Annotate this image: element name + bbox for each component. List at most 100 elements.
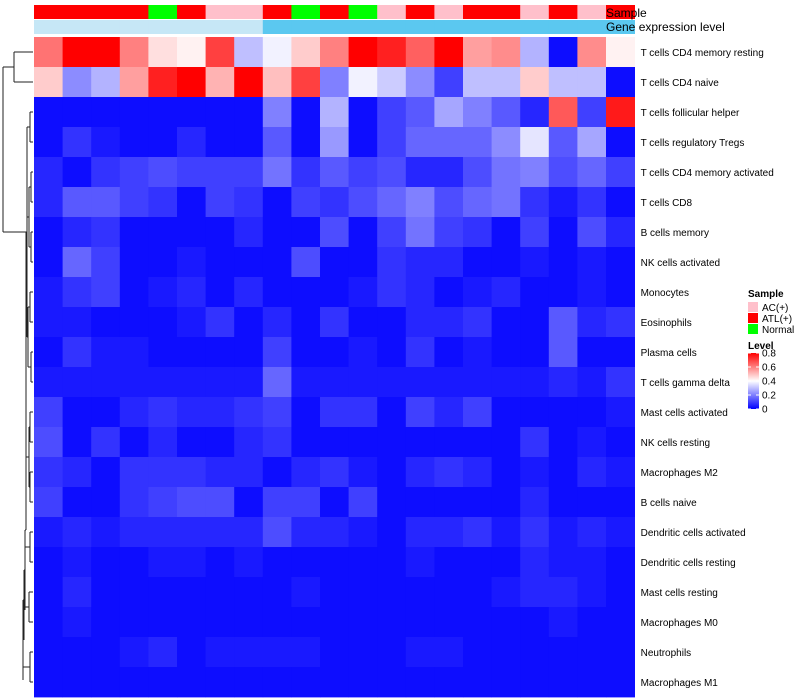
heatmap-cell	[34, 547, 63, 578]
heatmap-cell	[348, 487, 378, 518]
heatmap-cell	[291, 667, 321, 698]
heatmap-cell	[148, 97, 178, 128]
heatmap-cell	[91, 427, 121, 458]
heatmap-cell	[262, 97, 292, 128]
level-color-bar	[748, 353, 759, 409]
heatmap-cell	[262, 247, 292, 278]
heatmap-cell	[234, 127, 264, 158]
heatmap-cell	[548, 277, 578, 308]
heatmap-cell	[291, 67, 321, 98]
heatmap-cell	[348, 607, 378, 638]
heatmap-cell	[262, 277, 292, 308]
heatmap-cell	[377, 307, 407, 338]
heatmap-cell	[434, 397, 464, 428]
heatmap-cell	[520, 397, 550, 428]
heatmap-cell	[520, 157, 550, 188]
row-label: T cells regulatory Tregs	[641, 138, 745, 149]
heatmap-cell	[520, 187, 550, 218]
row-label: Macrophages M2	[641, 468, 719, 479]
heatmap-cell	[320, 247, 349, 278]
heatmap-cell	[205, 607, 235, 638]
heatmap-cell	[62, 637, 92, 668]
heatmap-cell	[262, 157, 292, 188]
heatmap-cell	[62, 97, 92, 128]
expression-annotation-cell	[520, 20, 550, 34]
sample-annotation-cell	[606, 5, 635, 19]
heatmap-cell	[434, 607, 464, 638]
heatmap-cell	[377, 577, 407, 608]
heatmap-cell	[491, 367, 521, 398]
heatmap-cell	[34, 37, 63, 68]
heatmap-cell	[520, 487, 550, 518]
sample-annotation-cell	[177, 5, 206, 19]
heatmap-cell	[377, 547, 407, 578]
heatmap-cell	[520, 637, 550, 668]
heatmap-cell	[577, 127, 607, 158]
heatmap-cell	[91, 337, 121, 368]
row-labels: T cells CD4 memory resting T cells CD4 na…	[641, 48, 774, 689]
heatmap-cell	[405, 187, 435, 218]
heatmap-cell	[119, 37, 149, 68]
expression-annotation-cell	[205, 20, 235, 34]
heatmap-cell	[548, 397, 578, 428]
heatmap-cell	[320, 487, 349, 518]
heatmap-cell	[34, 487, 63, 518]
row-label: T cells CD4 naive	[641, 78, 720, 89]
heatmap-cell	[348, 37, 378, 68]
heatmap-cell	[62, 127, 92, 158]
heatmap-cell	[148, 37, 178, 68]
row-label: T cells CD4 memory resting	[641, 48, 764, 59]
heatmap-cell	[548, 127, 578, 158]
heatmap-cell	[205, 217, 235, 248]
heatmap-cell	[320, 157, 349, 188]
sample-annotation-cell	[148, 5, 178, 19]
heatmap-cell	[491, 217, 521, 248]
heatmap-cell	[577, 37, 607, 68]
heatmap-cell	[434, 637, 464, 668]
heatmap-cell	[262, 307, 292, 338]
heatmap-cell	[377, 427, 407, 458]
heatmap-cell	[577, 427, 607, 458]
heatmap-cell	[177, 247, 206, 278]
heatmap-cell	[34, 667, 63, 698]
heatmap-cell	[348, 67, 378, 98]
heatmap-cell	[405, 217, 435, 248]
heatmap-cell	[262, 517, 292, 548]
heatmap-cell	[291, 307, 321, 338]
heatmap-cell	[434, 97, 464, 128]
sample-annotation-cell	[205, 5, 235, 19]
heatmap-cell	[405, 277, 435, 308]
sample-annotation-cell	[491, 5, 521, 19]
heatmap-cell	[520, 427, 550, 458]
heatmap-cell	[34, 247, 63, 278]
heatmap-cell	[234, 277, 264, 308]
expression-annotation-cell	[377, 20, 407, 34]
heatmap-cell	[463, 577, 492, 608]
heatmap-cell	[177, 277, 206, 308]
heatmap-cell	[548, 187, 578, 218]
heatmap-cell	[377, 217, 407, 248]
sample-annotation-cell	[62, 5, 92, 19]
heatmap-cell	[463, 277, 492, 308]
row-label: Mast cells activated	[641, 408, 728, 419]
heatmap-cell	[348, 427, 378, 458]
heatmap-cell	[491, 157, 521, 188]
heatmap-cell	[234, 37, 264, 68]
heatmap-cell	[234, 547, 264, 578]
heatmap-cell	[177, 457, 206, 488]
heatmap-cell	[291, 457, 321, 488]
heatmap-cell	[606, 667, 635, 698]
heatmap-cell	[577, 607, 607, 638]
heatmap-cell	[405, 547, 435, 578]
heatmap-cell	[577, 157, 607, 188]
heatmap-cell	[148, 307, 178, 338]
heatmap-cell	[205, 67, 235, 98]
row-label: Macrophages M1	[641, 678, 719, 689]
heatmap-cell	[148, 457, 178, 488]
expression-annotation-cell	[148, 20, 178, 34]
heatmap-cell	[463, 637, 492, 668]
heatmap-cell	[548, 247, 578, 278]
heatmap-cell	[377, 247, 407, 278]
heatmap-cell	[377, 637, 407, 668]
heatmap-cell	[148, 157, 178, 188]
